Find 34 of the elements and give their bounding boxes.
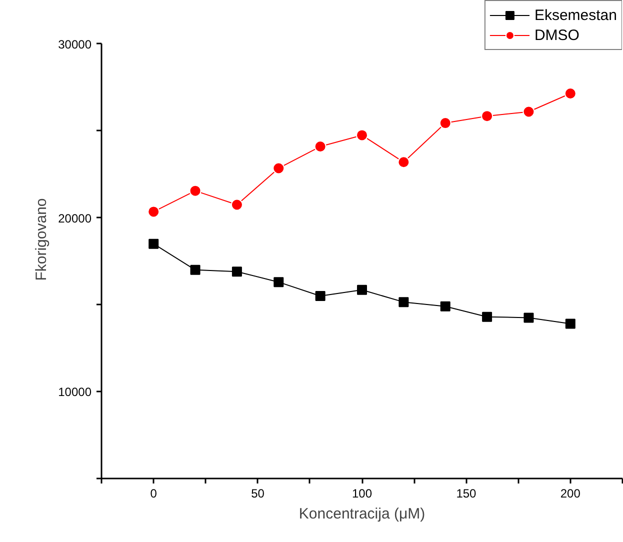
- y-tick-label: 20000: [58, 211, 92, 226]
- x-tick-label: 0: [150, 486, 158, 500]
- point: [398, 156, 410, 168]
- y-axis-title: Fkorigovano: [33, 198, 50, 281]
- point: [314, 140, 326, 152]
- point: [189, 184, 202, 197]
- point: [564, 88, 576, 100]
- point: [148, 238, 159, 249]
- x-tick-label: 50: [251, 486, 265, 500]
- point: [357, 284, 367, 295]
- legend-label: DMSO: [534, 26, 580, 44]
- point: [272, 162, 285, 174]
- point: [148, 206, 160, 218]
- x-tick-label: 200: [560, 486, 581, 500]
- point: [315, 290, 326, 301]
- legend-label: Eksemestan: [534, 6, 617, 24]
- point: [565, 318, 576, 329]
- x-tick-label: 100: [352, 486, 372, 500]
- point: [440, 301, 450, 312]
- y-tick-label: 10000: [58, 385, 92, 400]
- point: [482, 312, 492, 322]
- point: [522, 106, 535, 118]
- x-tick-label: 150: [456, 486, 477, 500]
- point: [356, 129, 368, 142]
- y-tick-label: 30000: [58, 37, 92, 52]
- point: [481, 110, 494, 122]
- point: [439, 117, 452, 130]
- point: [190, 264, 200, 275]
- x-axis-title: Koncentracija (μM): [298, 506, 426, 522]
- point: [274, 277, 284, 288]
- point: [230, 198, 243, 211]
- point: [232, 266, 242, 277]
- point: [398, 297, 409, 308]
- point: [524, 312, 534, 323]
